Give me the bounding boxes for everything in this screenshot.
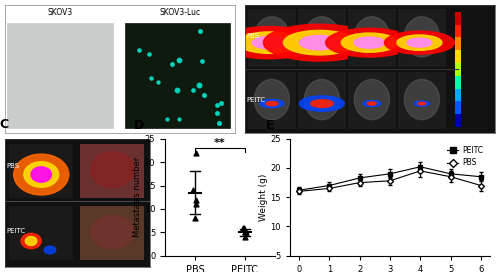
Text: PEITC: PEITC bbox=[6, 228, 26, 234]
Bar bbox=[348, 72, 396, 129]
Ellipse shape bbox=[26, 237, 37, 245]
Bar bbox=[298, 9, 346, 67]
Ellipse shape bbox=[14, 154, 69, 195]
Bar bbox=[455, 63, 461, 76]
Ellipse shape bbox=[238, 32, 301, 53]
Legend: PEITC, PBS: PEITC, PBS bbox=[444, 143, 486, 171]
Bar bbox=[8, 23, 113, 128]
Ellipse shape bbox=[368, 102, 376, 105]
Ellipse shape bbox=[418, 102, 426, 105]
Text: **: ** bbox=[214, 138, 226, 148]
Point bbox=[191, 216, 199, 220]
Bar bbox=[248, 9, 296, 67]
Ellipse shape bbox=[354, 37, 385, 48]
Ellipse shape bbox=[300, 96, 344, 111]
Ellipse shape bbox=[21, 233, 41, 249]
Point bbox=[239, 225, 247, 230]
Bar bbox=[455, 101, 461, 114]
Ellipse shape bbox=[31, 167, 52, 182]
Text: PBS: PBS bbox=[6, 163, 20, 169]
Ellipse shape bbox=[266, 101, 278, 106]
Bar bbox=[455, 24, 461, 37]
Ellipse shape bbox=[354, 17, 390, 57]
Bar bbox=[455, 37, 461, 50]
Point bbox=[189, 188, 197, 192]
Bar bbox=[398, 72, 446, 129]
Bar bbox=[455, 114, 461, 127]
Bar bbox=[455, 12, 461, 24]
Text: PEITC: PEITC bbox=[246, 97, 266, 103]
Ellipse shape bbox=[284, 30, 356, 55]
Bar bbox=[455, 50, 461, 63]
Text: PBS: PBS bbox=[246, 33, 260, 39]
Bar bbox=[398, 9, 446, 67]
Ellipse shape bbox=[24, 162, 58, 187]
Ellipse shape bbox=[304, 17, 340, 57]
Ellipse shape bbox=[414, 101, 430, 106]
Text: E: E bbox=[266, 119, 274, 132]
Ellipse shape bbox=[397, 35, 442, 50]
Point bbox=[192, 202, 200, 206]
Ellipse shape bbox=[354, 79, 390, 120]
Text: C: C bbox=[0, 118, 8, 131]
Bar bbox=[248, 72, 296, 129]
Bar bbox=[10, 144, 73, 197]
Bar bbox=[124, 23, 230, 128]
Point bbox=[240, 225, 248, 230]
Ellipse shape bbox=[304, 79, 340, 120]
Point bbox=[240, 230, 248, 234]
Ellipse shape bbox=[404, 79, 440, 120]
Ellipse shape bbox=[44, 246, 56, 254]
Point bbox=[242, 230, 250, 234]
Point bbox=[241, 235, 249, 239]
Bar bbox=[455, 88, 461, 101]
Y-axis label: Metastasis number: Metastasis number bbox=[133, 157, 142, 237]
Ellipse shape bbox=[90, 215, 134, 249]
Ellipse shape bbox=[300, 35, 340, 50]
Text: D: D bbox=[134, 119, 144, 132]
Ellipse shape bbox=[310, 100, 333, 107]
Ellipse shape bbox=[90, 152, 134, 187]
Y-axis label: Weight (g): Weight (g) bbox=[258, 174, 268, 221]
Bar bbox=[298, 72, 346, 129]
Ellipse shape bbox=[254, 79, 290, 120]
Ellipse shape bbox=[264, 24, 376, 61]
Bar bbox=[455, 76, 461, 89]
Point bbox=[192, 151, 200, 155]
Point bbox=[192, 197, 200, 202]
Ellipse shape bbox=[252, 36, 287, 49]
Point bbox=[241, 230, 249, 234]
Ellipse shape bbox=[220, 27, 318, 59]
Ellipse shape bbox=[254, 17, 290, 57]
Ellipse shape bbox=[342, 33, 398, 52]
Bar bbox=[80, 206, 144, 260]
Ellipse shape bbox=[407, 38, 432, 47]
Bar bbox=[10, 206, 73, 260]
Ellipse shape bbox=[326, 28, 413, 57]
Bar bbox=[80, 144, 144, 197]
Text: SKOV3-Luc: SKOV3-Luc bbox=[159, 8, 200, 17]
Bar bbox=[348, 9, 396, 67]
Ellipse shape bbox=[404, 17, 440, 57]
Text: SKOV3: SKOV3 bbox=[48, 8, 73, 17]
Ellipse shape bbox=[363, 100, 381, 107]
Ellipse shape bbox=[384, 31, 454, 54]
Ellipse shape bbox=[260, 100, 284, 108]
